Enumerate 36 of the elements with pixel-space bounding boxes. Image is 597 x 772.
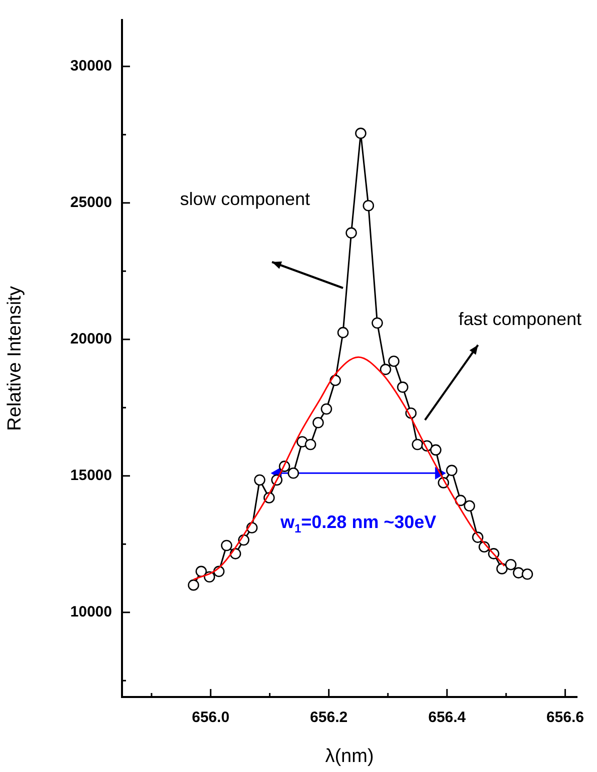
point [362,200,374,212]
y-tick-label: 30000 [70,58,112,75]
annotation: fast component [458,308,582,329]
point [337,326,349,338]
point [430,444,442,456]
point [220,540,232,552]
x-axis-title: λ(nm) [325,746,374,767]
y-tick-label: 20000 [70,330,112,348]
point [196,566,207,578]
point [446,464,458,476]
point [380,364,392,376]
point [464,500,476,512]
point [188,579,200,591]
point [346,227,357,239]
x-tick-label: 656.6 [546,709,584,726]
point [355,128,366,139]
point [412,438,424,450]
point [372,317,383,329]
point [522,568,534,580]
point [312,417,324,428]
point [512,567,524,578]
x-tick-label: 656.4 [428,709,466,726]
point [304,438,316,450]
y-tick-label: 10000 [70,604,112,621]
x-tick-label: 656.0 [192,709,230,726]
x-tick-label: 656.2 [310,709,348,726]
y-tick-label: 15000 [70,467,112,484]
point [388,356,400,367]
y-axis-title: Relative Intensity [4,286,26,431]
annotation: slow component [180,188,310,209]
point [505,558,516,570]
point [254,474,266,486]
point [320,403,332,415]
point [288,468,300,479]
point [397,382,408,393]
y-tick-label: 25000 [70,194,112,212]
